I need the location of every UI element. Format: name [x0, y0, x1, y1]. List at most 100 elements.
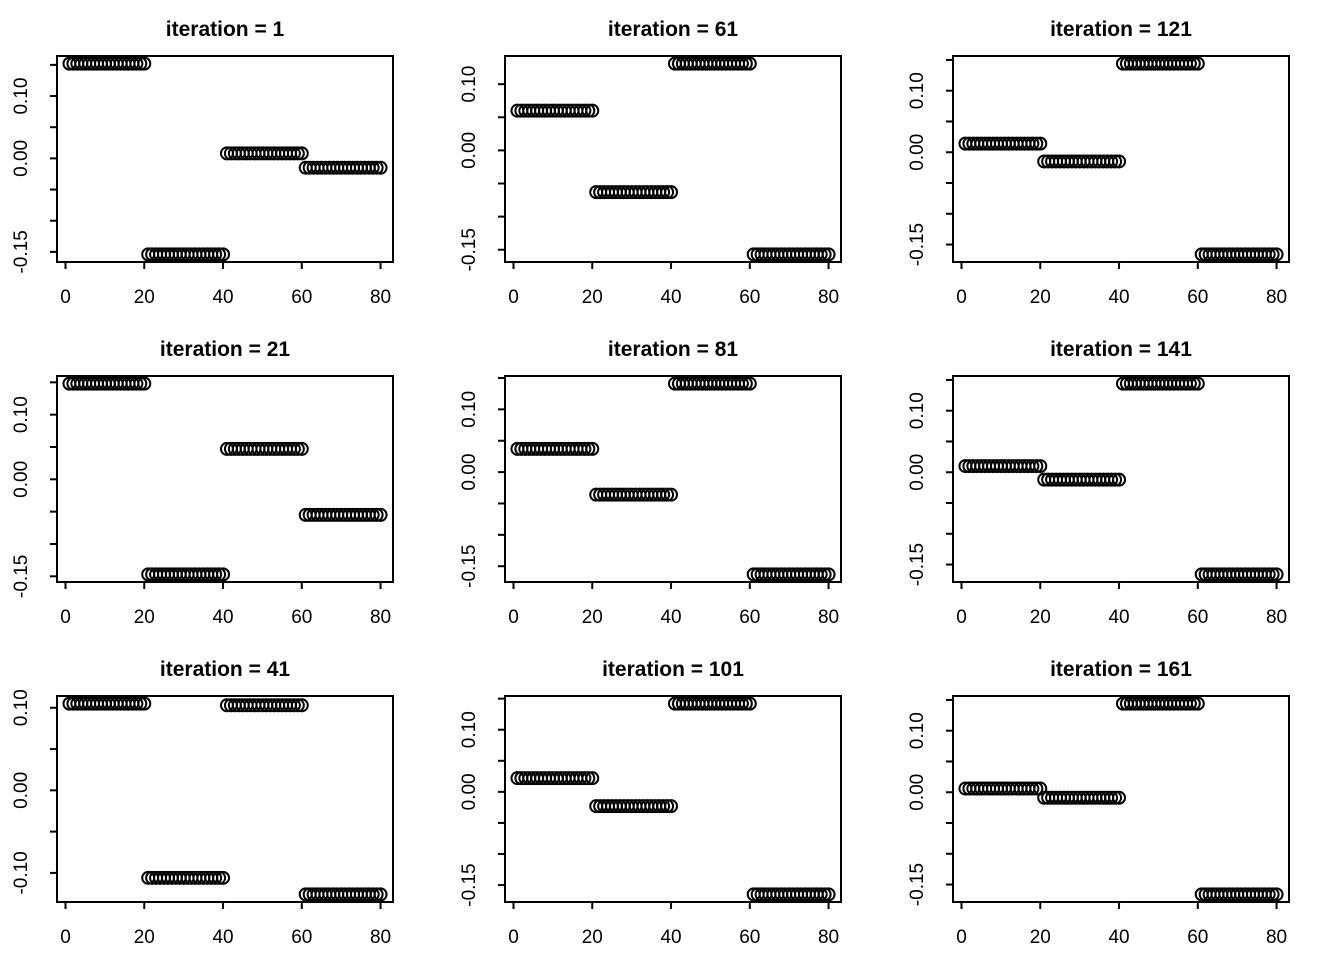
y-tick-label: 0.00: [11, 140, 32, 177]
x-tick-label: 20: [582, 287, 603, 308]
data-point-circle: [294, 146, 309, 161]
data-point-circle: [216, 870, 231, 885]
data-point-circle: [133, 376, 148, 391]
plot-box: [56, 55, 394, 263]
data-point-circle: [1265, 887, 1280, 902]
data-point-circle: [369, 160, 384, 175]
data-point-circle: [664, 487, 679, 502]
data-point-circle: [817, 567, 832, 582]
data-point-circle: [1104, 154, 1119, 169]
plot-box: [56, 695, 394, 903]
data-point-circle: [1033, 459, 1048, 474]
plot-box: [504, 695, 842, 903]
data-segment: [1037, 154, 1127, 169]
data-point-circle: [1269, 887, 1284, 902]
subplot-title: iteration = 101: [602, 658, 744, 681]
x-tick-label: 80: [818, 287, 839, 308]
data-point-circle: [1029, 459, 1044, 474]
data-segment: [1194, 567, 1284, 582]
y-tick-label: -0.15: [459, 863, 480, 906]
x-tick-label: 80: [818, 927, 839, 948]
x-tick-label: 0: [956, 607, 967, 628]
data-point-circle: [813, 567, 828, 582]
data-segment: [1194, 887, 1284, 902]
y-tick-label: -0.10: [11, 851, 32, 894]
subplot-title: iteration = 81: [608, 338, 738, 361]
data-point-circle: [1104, 472, 1119, 487]
data-point-circle: [585, 771, 600, 786]
data-point-circle: [365, 887, 380, 902]
data-point-circle: [742, 376, 757, 391]
data-point-circle: [365, 507, 380, 522]
data-point-circle: [1112, 790, 1127, 805]
x-tick-label: 40: [212, 287, 233, 308]
data-segment: [62, 696, 152, 711]
x-tick-label: 40: [660, 287, 681, 308]
subplot-1: iteration = 1 0 20 40 60 80 0.10 0.00 -0.15: [0, 0, 448, 320]
data-segment: [510, 441, 600, 456]
data-segment: [746, 247, 836, 262]
data-segment: [298, 887, 388, 902]
plot-box: [504, 375, 842, 583]
data-point-circle: [208, 567, 223, 582]
data-point-circle: [734, 696, 749, 711]
data-point-circle: [813, 247, 828, 262]
data-point-circle: [1025, 459, 1040, 474]
subplot-canvas: iteration = 161 0 20 40 60 80 0.10 0.00 -0.15: [896, 640, 1344, 960]
data-point-circle: [1269, 247, 1284, 262]
data-point-circle: [734, 376, 749, 391]
panel-background: [896, 320, 1344, 640]
data-segment: [298, 160, 388, 175]
data-point-circle: [1025, 136, 1040, 151]
x-tick-label: 80: [818, 607, 839, 628]
data-point-circle: [208, 870, 223, 885]
data-point-circle: [1182, 696, 1197, 711]
data-point-circle: [137, 696, 152, 711]
data-segment: [219, 146, 309, 161]
data-point-circle: [817, 247, 832, 262]
data-segment: [589, 487, 679, 502]
data-point-circle: [656, 185, 671, 200]
x-tick-label: 20: [582, 927, 603, 948]
data-point-circle: [1104, 790, 1119, 805]
plot-box: [504, 55, 842, 263]
data-segment: [62, 376, 152, 391]
x-tick-label: 60: [739, 287, 760, 308]
data-point-circle: [1190, 696, 1205, 711]
data-segment: [1115, 56, 1205, 71]
data-point-circle: [290, 698, 305, 713]
data-segment: [1194, 247, 1284, 262]
data-segment: [1037, 790, 1127, 805]
y-tick-label: -0.15: [907, 863, 928, 906]
data-segment: [746, 887, 836, 902]
subplot-8: iteration = 101 0 20 40 60 80 0.10 0.00 -0.15: [448, 640, 896, 960]
x-tick-label: 60: [1187, 607, 1208, 628]
data-segment: [298, 507, 388, 522]
y-tick-label: 0.10: [11, 689, 32, 726]
data-point-circle: [742, 696, 757, 711]
data-point-circle: [585, 441, 600, 456]
subplot-canvas: iteration = 61 0 20 40 60 80 0.10 0.00 -0.15: [448, 0, 896, 320]
data-point-circle: [660, 487, 675, 502]
data-point-circle: [821, 567, 836, 582]
data-point-circle: [1029, 781, 1044, 796]
x-tick-label: 60: [291, 287, 312, 308]
data-segment: [1115, 696, 1205, 711]
data-point-circle: [664, 185, 679, 200]
panel-background: [448, 0, 896, 320]
x-tick-label: 20: [134, 607, 155, 628]
data-segment: [141, 567, 231, 582]
data-point-circle: [216, 567, 231, 582]
x-tick-label: 80: [1266, 927, 1287, 948]
data-point-circle: [129, 376, 144, 391]
data-point-circle: [1182, 56, 1197, 71]
subplot-title: iteration = 141: [1050, 338, 1192, 361]
subplot-canvas: iteration = 101 0 20 40 60 80 0.10 0.00 -0.15: [448, 640, 896, 960]
data-point-circle: [1265, 247, 1280, 262]
y-tick-label: 0.00: [11, 772, 32, 809]
data-point-circle: [294, 698, 309, 713]
data-segment: [219, 698, 309, 713]
y-tick-label: 0.10: [11, 396, 32, 433]
x-tick-label: 60: [739, 607, 760, 628]
data-segment: [62, 56, 152, 71]
